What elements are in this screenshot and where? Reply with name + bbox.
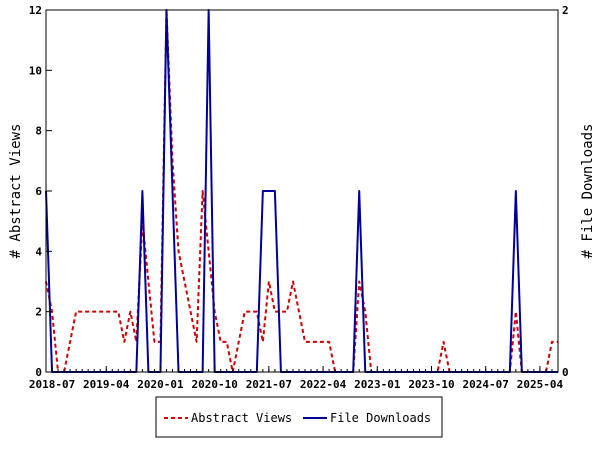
y2-tick-label: 0: [562, 366, 569, 379]
x-tick-label: 2018-07: [29, 378, 75, 391]
legend-box: [155, 396, 443, 438]
y-tick-label: 10: [29, 64, 42, 77]
y-tick-label: 6: [35, 185, 42, 198]
y2-tick-label: 2: [562, 4, 569, 17]
x-tick-label: 2022-04: [300, 378, 347, 391]
x-tick-label: 2021-07: [246, 378, 292, 391]
y-tick-label: 8: [35, 125, 42, 138]
axes: 2018-07 2019-04 2020-01 2020-10 2021-07 2022-…: [29, 4, 569, 391]
x-tick-label: 2020-10: [191, 378, 237, 391]
legend-label-abstract-views: Abstract Views: [191, 411, 292, 425]
x-tick-label: 2023-10: [408, 378, 454, 391]
legend-label-file-downloads: File Downloads: [330, 411, 431, 425]
x-tick-label: 2023-01: [354, 378, 401, 391]
y-axis-title: # Abstract Views: [8, 124, 24, 259]
series-line-abstract-views: [45, 9, 558, 373]
y-tick-label: 2: [35, 306, 42, 319]
x-tick-label: 2019-04: [83, 378, 130, 391]
x-tick-label: 2020-01: [137, 378, 184, 391]
legend: Abstract Views File Downloads: [155, 396, 443, 438]
y-tick-label: 0: [35, 366, 42, 379]
y2-axis-title: # File Downloads: [580, 124, 596, 259]
x-tick-label: 2024-07: [463, 378, 509, 391]
y-tick-label: 12: [29, 4, 42, 17]
y-tick-label: 4: [35, 245, 42, 258]
x-tick-label: 2025-04: [517, 378, 564, 391]
